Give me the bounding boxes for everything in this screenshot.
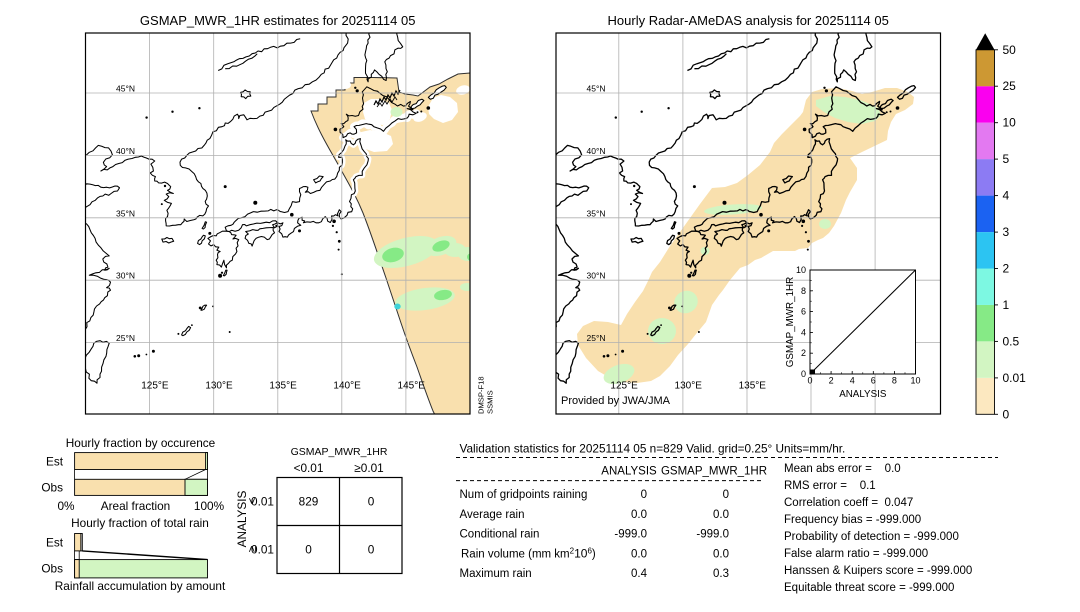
svg-text:8: 8: [801, 286, 806, 296]
svg-text:0.0: 0.0: [631, 509, 647, 521]
svg-text:1: 1: [1003, 298, 1010, 312]
svg-text:5: 5: [1003, 152, 1010, 166]
svg-text:Est: Est: [46, 455, 64, 469]
svg-text:0.4: 0.4: [631, 568, 648, 580]
svg-text:Areal fraction: Areal fraction: [101, 499, 171, 513]
svg-text:145°E: 145°E: [398, 381, 426, 392]
svg-text:SSMIS: SSMIS: [486, 390, 495, 414]
svg-text:Frequency bias = -999.000: Frequency bias = -999.000: [784, 514, 921, 526]
svg-text:Est: Est: [46, 536, 64, 550]
svg-text:25: 25: [1003, 79, 1017, 93]
svg-text:0.0: 0.0: [713, 548, 729, 560]
svg-text:40°N: 40°N: [116, 146, 135, 156]
svg-text:40°N: 40°N: [587, 146, 606, 156]
svg-text:0%: 0%: [57, 499, 75, 513]
svg-text:0: 0: [801, 369, 806, 379]
svg-text:0.01: 0.01: [1003, 371, 1027, 385]
svg-text:35°N: 35°N: [587, 208, 606, 218]
svg-text:Obs: Obs: [41, 562, 63, 576]
svg-text:<0.01: <0.01: [294, 461, 324, 475]
svg-text:Equitable threat score = -999.: Equitable threat score = -999.000: [784, 582, 954, 594]
svg-text:GSMAP_MWR_1HR estimates for 20: GSMAP_MWR_1HR estimates for 20251114 05: [140, 13, 416, 28]
svg-text:2: 2: [801, 348, 806, 358]
svg-text:50: 50: [1003, 43, 1017, 57]
svg-text:130°E: 130°E: [675, 381, 703, 392]
svg-text:130°E: 130°E: [205, 381, 233, 392]
svg-text:10: 10: [796, 265, 806, 275]
svg-text:-999.0: -999.0: [614, 529, 647, 541]
svg-text:ANALYSIS: ANALYSIS: [839, 389, 887, 400]
svg-text:0.0: 0.0: [713, 509, 729, 521]
svg-text:35°N: 35°N: [116, 208, 135, 218]
svg-text:False alarm ratio = -999.000: False alarm ratio = -999.000: [784, 548, 928, 560]
svg-text:2: 2: [1003, 262, 1010, 276]
svg-text:8: 8: [892, 376, 897, 386]
svg-text:0: 0: [723, 489, 729, 501]
svg-text:RMS error = 0.1: RMS error = 0.1: [784, 480, 876, 492]
svg-text:Average rain: Average rain: [460, 509, 525, 521]
svg-text:Mean abs error = 0.0: Mean abs error = 0.0: [784, 463, 901, 475]
svg-text:DMSP-F18: DMSP-F18: [477, 376, 486, 414]
svg-text:≥: ≥: [245, 545, 259, 552]
svg-text:Hourly fraction of total rain: Hourly fraction of total rain: [71, 516, 209, 530]
svg-text:Rain volume (mm km2106): Rain volume (mm km2106): [461, 546, 596, 560]
svg-text:Hourly fraction by occurence: Hourly fraction by occurence: [66, 436, 216, 450]
svg-text:4: 4: [1003, 189, 1010, 203]
svg-text:≥0.01: ≥0.01: [354, 461, 383, 475]
svg-text:Probability of detection = -99: Probability of detection = -999.000: [784, 531, 959, 543]
svg-text:140°E: 140°E: [333, 381, 361, 392]
svg-text:0.5: 0.5: [1003, 334, 1020, 348]
svg-text:Provided by JWA/JMA: Provided by JWA/JMA: [561, 395, 671, 407]
svg-text:0: 0: [305, 543, 312, 557]
svg-text:10: 10: [1003, 116, 1017, 130]
svg-text:0: 0: [1003, 407, 1010, 421]
svg-text:25°N: 25°N: [587, 333, 606, 343]
svg-text:<: <: [245, 497, 259, 504]
svg-text:Obs: Obs: [41, 481, 63, 495]
svg-text:GSMAP_MWR_1HR: GSMAP_MWR_1HR: [661, 466, 767, 478]
svg-text:0.01: 0.01: [251, 495, 274, 509]
svg-text:Hourly Radar-AMeDAS analysis f: Hourly Radar-AMeDAS analysis for 2025111…: [608, 13, 889, 28]
svg-text:0: 0: [368, 495, 375, 509]
svg-text:GSMAP_MWR_1HR: GSMAP_MWR_1HR: [785, 277, 796, 367]
svg-text:3: 3: [1003, 225, 1010, 239]
svg-text:125°E: 125°E: [141, 381, 169, 392]
svg-text:829: 829: [299, 495, 319, 509]
svg-text:125°E: 125°E: [610, 381, 638, 392]
svg-text:0.01: 0.01: [251, 543, 274, 557]
svg-text:6: 6: [871, 376, 876, 386]
svg-text:100%: 100%: [194, 499, 225, 513]
svg-text:30°N: 30°N: [116, 271, 135, 281]
svg-text:4: 4: [850, 376, 855, 386]
svg-text:25°N: 25°N: [116, 333, 135, 343]
svg-text:45°N: 45°N: [116, 84, 135, 94]
svg-text:2: 2: [829, 376, 834, 386]
svg-text:ANALYSIS: ANALYSIS: [601, 466, 657, 478]
svg-text:Num of gridpoints raining: Num of gridpoints raining: [460, 489, 588, 501]
svg-text:0: 0: [368, 543, 375, 557]
svg-text:10: 10: [910, 376, 920, 386]
svg-text:30°N: 30°N: [587, 271, 606, 281]
svg-text:Validation statistics for 2025: Validation statistics for 20251114 05 n=…: [460, 442, 846, 456]
svg-text:135°E: 135°E: [739, 381, 767, 392]
svg-text:Rainfall accumulation by amoun: Rainfall accumulation by amount: [55, 579, 226, 593]
svg-text:0.3: 0.3: [713, 568, 729, 580]
svg-text:0.0: 0.0: [631, 548, 647, 560]
svg-text:Correlation coeff = 0.047: Correlation coeff = 0.047: [784, 497, 913, 509]
svg-text:Maximum rain: Maximum rain: [460, 568, 532, 580]
svg-text:Hanssen & Kuipers score = -999: Hanssen & Kuipers score = -999.000: [784, 565, 972, 577]
svg-text:ANALYSIS: ANALYSIS: [235, 490, 249, 547]
svg-text:135°E: 135°E: [269, 381, 297, 392]
svg-text:Conditional rain: Conditional rain: [460, 529, 540, 541]
svg-text:-999.0: -999.0: [696, 529, 729, 541]
svg-text:GSMAP_MWR_1HR: GSMAP_MWR_1HR: [291, 446, 388, 458]
svg-text:0: 0: [807, 376, 812, 386]
svg-text:0: 0: [641, 489, 647, 501]
svg-text:6: 6: [801, 307, 806, 317]
svg-text:45°N: 45°N: [587, 84, 606, 94]
svg-text:4: 4: [801, 327, 806, 337]
